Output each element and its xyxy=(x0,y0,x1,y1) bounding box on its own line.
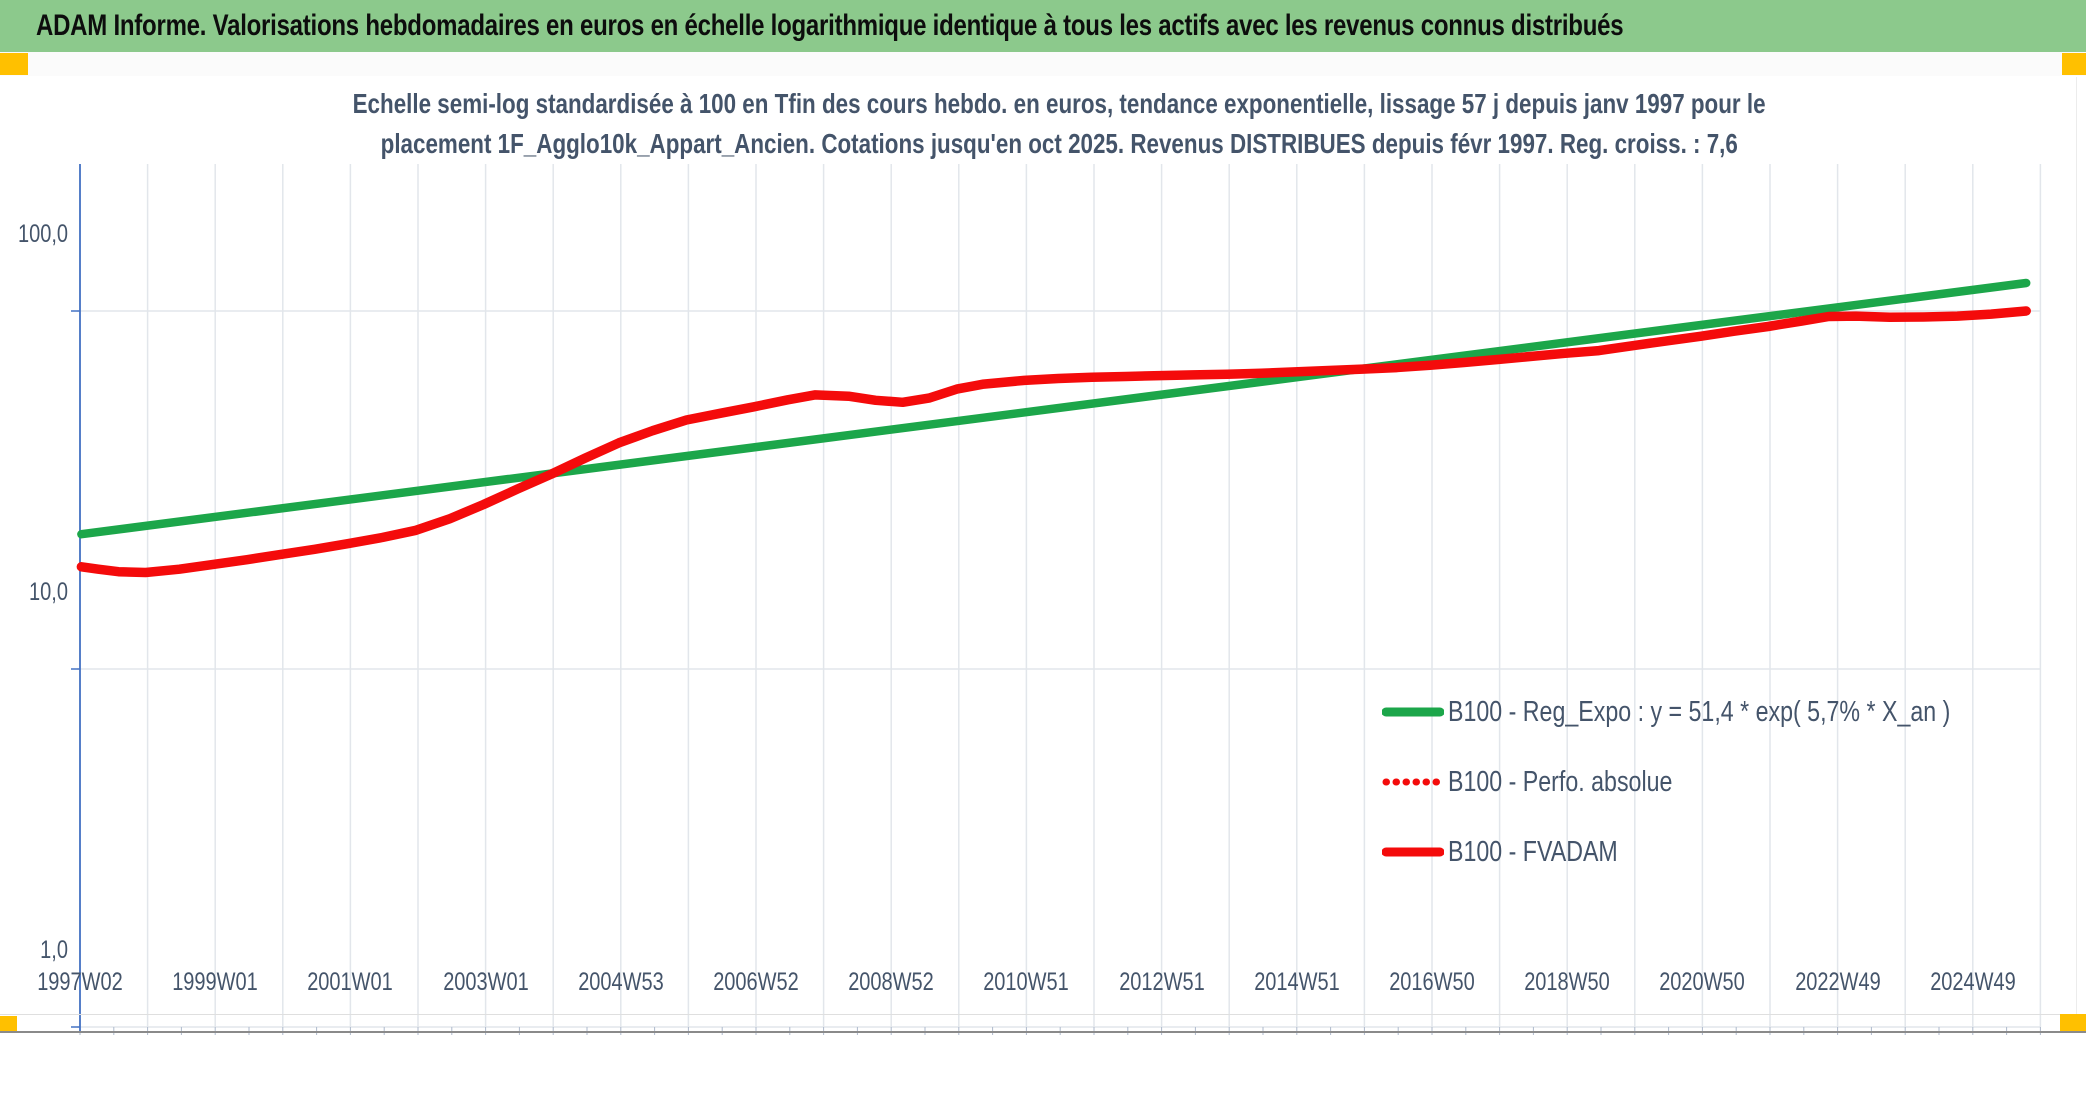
series-b100-perfo-absolue[interactable] xyxy=(77,307,2030,576)
bottom-border-line xyxy=(0,1031,2086,1033)
chart-svg xyxy=(71,164,2042,1035)
x-axis-label: 2001W01 xyxy=(307,968,394,996)
bottom-hairline xyxy=(0,1014,2086,1015)
x-axis-labels: 1997W02 1999W01 2001W01 2003W01 2004W53 2006W… xyxy=(0,968,2086,1002)
x-axis-label: 2006W52 xyxy=(713,968,799,996)
chart-object[interactable]: Echelle semi-log standardisée à 100 en T… xyxy=(0,76,2086,1035)
legend[interactable]: B100 - Reg_Expo : y = 51,4 * exp( 5,7% *… xyxy=(1381,690,2076,874)
accent-square-bottom-right xyxy=(2060,1014,2086,1031)
legend-item-reg-expo[interactable]: B100 - Reg_Expo : y = 51,4 * exp( 5,7% *… xyxy=(1381,690,2076,734)
x-axis-label: 1999W01 xyxy=(172,968,258,996)
x-axis-label: 2003W01 xyxy=(442,968,529,996)
legend-item-perfo-absolue[interactable]: B100 - Perfo. absolue xyxy=(1382,760,2076,804)
chart-title-line2: placement 1F_Agglo10k_Appart_Ancien. Cot… xyxy=(380,128,1738,159)
x-axis-label: 2010W51 xyxy=(983,968,1070,996)
series-b100-fvadam[interactable] xyxy=(76,306,2031,578)
y-axis-label: 10,0 xyxy=(29,578,68,606)
accent-square-bottom-left xyxy=(0,1016,17,1031)
x-axis-label: 1997W02 xyxy=(37,968,123,996)
chart-title-line1: Echelle semi-log standardisée à 100 en T… xyxy=(352,88,1766,119)
legend-item-fvadam[interactable]: B100 - FVADAM xyxy=(1381,830,2076,874)
x-axis-label: 2018W50 xyxy=(1524,968,1610,996)
x-axis-label: 2014W51 xyxy=(1253,968,1340,996)
x-axis-label: 2008W52 xyxy=(848,968,934,996)
x-axis-label: 2022W49 xyxy=(1794,968,1881,996)
legend-label: B100 - FVADAM xyxy=(1448,835,1618,868)
header-bar: ADAM Informe. Valorisations hebdomadaire… xyxy=(0,0,2086,52)
chart-title: Echelle semi-log standardisée à 100 en T… xyxy=(150,84,1968,164)
legend-label: B100 - Reg_Expo : y = 51,4 * exp( 5,7% *… xyxy=(1448,695,1951,728)
x-axis-label: 2024W49 xyxy=(1929,968,2016,996)
legend-swatch-red-dotted xyxy=(1382,775,1444,789)
y-axis-labels: 100,0 10,0 1,0 xyxy=(0,0,80,1033)
right-hairline xyxy=(2076,77,2077,1014)
y-axis-label: 1,0 xyxy=(40,936,68,964)
legend-swatch-red-line xyxy=(1381,845,1445,859)
subheader-row xyxy=(0,52,2086,77)
y-axis-label: 100,0 xyxy=(17,220,69,248)
accent-square-top-right xyxy=(2062,53,2086,75)
x-axis-label: 2012W51 xyxy=(1118,968,1205,996)
header-title: ADAM Informe. Valorisations hebdomadaire… xyxy=(36,9,1624,42)
x-axis-label: 2020W50 xyxy=(1659,968,1746,996)
legend-swatch-green-line xyxy=(1381,705,1445,719)
accent-square-top-left xyxy=(0,53,28,75)
legend-label: B100 - Perfo. absolue xyxy=(1448,765,1673,798)
x-axis-label: 2016W50 xyxy=(1389,968,1475,996)
x-axis-label: 2004W53 xyxy=(577,968,664,996)
series-b100-reg-expo[interactable] xyxy=(77,278,2031,539)
